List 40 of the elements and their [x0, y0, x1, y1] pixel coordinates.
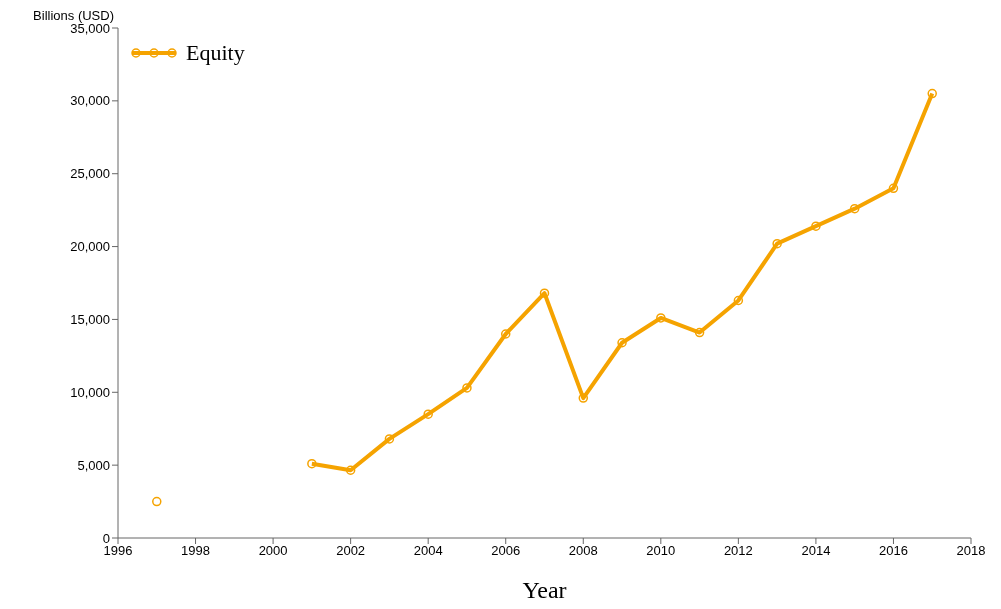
x-tick-label: 1996 — [103, 543, 133, 559]
point — [772, 238, 782, 249]
point — [462, 383, 472, 393]
point — [500, 329, 511, 339]
y-tick-label: 0 — [102, 530, 110, 546]
point — [152, 496, 162, 507]
x-tick-label: 2000 — [258, 543, 288, 559]
x-tick-label: 2010 — [646, 543, 676, 559]
point — [345, 465, 356, 475]
y-axis-title: Billions (USD) — [33, 8, 114, 23]
y-tick-label: 25,000 — [70, 166, 110, 182]
point — [384, 434, 395, 444]
x-tick-label: 2014 — [801, 543, 831, 559]
y-tick-label: 30,000 — [70, 93, 110, 109]
y-tick-label: 10,000 — [70, 384, 110, 400]
point — [811, 221, 821, 231]
x-tick-label: 1998 — [181, 543, 211, 559]
point — [539, 288, 550, 298]
y-tick-label: 20,000 — [70, 239, 110, 255]
x-tick-label: 2018 — [956, 543, 986, 559]
point — [578, 393, 589, 403]
point — [617, 337, 627, 348]
legend-label: Equity — [186, 40, 245, 66]
point — [656, 313, 666, 323]
point — [423, 409, 433, 419]
point — [888, 183, 899, 194]
x-tick-label: 2008 — [568, 543, 598, 559]
x-tick-label: 2002 — [336, 543, 366, 559]
y-tick-label: 5,000 — [77, 457, 110, 473]
x-axis-title: Year — [522, 577, 567, 603]
point — [849, 203, 860, 214]
x-tick-label: 2016 — [878, 543, 908, 559]
y-tick-label: 15,000 — [70, 312, 110, 328]
x-tick-label: 2012 — [723, 543, 753, 559]
point — [307, 458, 317, 469]
point — [927, 88, 937, 99]
point — [733, 295, 744, 306]
x-tick-label: 2006 — [491, 543, 521, 559]
x-tick-label: 2004 — [413, 543, 443, 559]
point — [694, 327, 705, 338]
